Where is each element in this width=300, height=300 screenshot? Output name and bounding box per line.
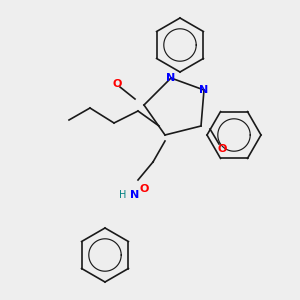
Text: O: O: [139, 184, 149, 194]
Text: N: N: [130, 190, 140, 200]
Text: N: N: [167, 73, 176, 83]
Text: O: O: [217, 143, 227, 154]
Text: H: H: [119, 190, 127, 200]
Text: O: O: [112, 79, 122, 89]
Text: N: N: [200, 85, 208, 95]
